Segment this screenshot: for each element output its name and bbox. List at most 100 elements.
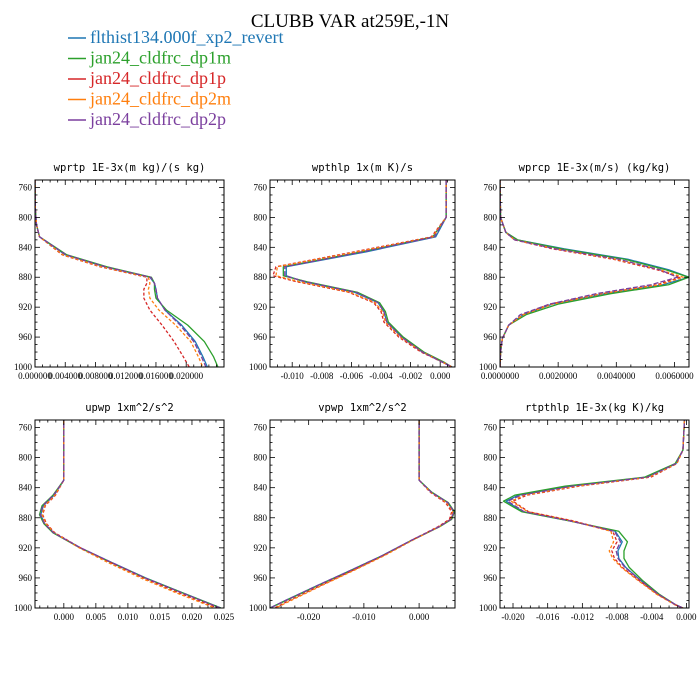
panel-title: upwp 1xm^2/s^2 (85, 402, 174, 414)
panel-title: rtpthlp 1E-3x(kg K)/kg (525, 402, 664, 414)
y-tick-label: 800 (254, 453, 268, 463)
y-tick-label: 800 (19, 453, 33, 463)
series-line (270, 420, 455, 608)
series-line (285, 180, 453, 367)
y-tick-label: 920 (254, 302, 268, 312)
axes-frame (269, 419, 456, 609)
x-tick-label: 0.012000 (109, 371, 143, 381)
x-tick-label: 0.000 (676, 612, 697, 622)
y-tick-label: 920 (484, 543, 498, 553)
y-tick-label: 920 (19, 543, 33, 553)
x-tick-label: -0.016 (536, 612, 560, 622)
y-tick-label: 760 (19, 182, 33, 192)
y-tick-label: 840 (19, 483, 33, 493)
x-tick-label: 0.004000 (48, 371, 82, 381)
x-tick-label: 0.000 (409, 612, 430, 622)
panel-6: rtpthlp 1E-3x(kg K)/kg 760 800 840 880 920 960… (479, 402, 697, 622)
x-tick-label: -0.010 (281, 371, 305, 381)
y-tick-label: 840 (484, 483, 498, 493)
y-tick-label: 960 (19, 332, 33, 342)
series-group (502, 420, 686, 608)
x-tick-label: 0.008000 (79, 371, 113, 381)
series-line (39, 420, 221, 608)
y-tick-label: 800 (19, 212, 33, 222)
y-tick-label: 920 (254, 543, 268, 553)
legend-label: jan24_cldfrc_dp1m (89, 48, 231, 68)
y-tick-label: 960 (254, 332, 268, 342)
panel-2: wpthlp 1x(m K)/s 760 800 840 880 920 960 1000 -0… (249, 162, 456, 381)
axes-frame (499, 179, 690, 368)
y-tick-label: 1000 (479, 603, 498, 613)
panel-1: wprtp 1E-3x(m kg)/(s kg) 760 800 840 880 920 9… (14, 162, 225, 381)
series-line (274, 420, 453, 608)
figure-title: CLUBB VAR at259E,-1N (251, 11, 450, 32)
x-tick-label: -0.008 (310, 371, 334, 381)
y-tick-label: 800 (254, 212, 268, 222)
panel-title: wprtp 1E-3x(m kg)/(s kg) (54, 162, 206, 174)
panel-3: wprcp 1E-3x(m/s) (kg/kg) 760 800 840 880 920 9… (479, 162, 694, 381)
series-line (35, 180, 208, 367)
series-line (502, 420, 686, 608)
panel-title: wpthlp 1x(m K)/s (312, 162, 413, 174)
series-group (272, 180, 453, 367)
y-tick-label: 1000 (14, 603, 33, 613)
legend-entry: jan24_cldfrc_dp2p (68, 109, 226, 129)
y-tick-label: 840 (254, 483, 268, 493)
x-tick-label: -0.012 (571, 612, 594, 622)
series-line (500, 180, 679, 367)
series-line (270, 420, 455, 608)
y-tick-label: 920 (19, 302, 33, 312)
axes-frame (34, 419, 225, 609)
legend-label: jan24_cldfrc_dp2p (89, 109, 226, 129)
y-tick-label: 760 (254, 423, 268, 433)
panel-title: wprcp 1E-3x(m/s) (kg/kg) (519, 162, 671, 174)
panel-5: vpwp 1xm^2/s^2 760 800 840 880 920 960 1000 -0.0… (249, 402, 456, 622)
y-tick-label: 1000 (249, 362, 268, 372)
series-line (507, 420, 686, 608)
x-tick-label: 0.000 (54, 612, 75, 622)
x-tick-label: 0.020000 (169, 371, 203, 381)
y-tick-label: 1000 (249, 603, 268, 613)
x-tick-label: 0.025 (214, 612, 235, 622)
series-line (500, 180, 689, 367)
axes-frame (499, 419, 690, 609)
y-tick-label: 920 (484, 302, 498, 312)
x-tick-label: -0.002 (399, 371, 422, 381)
y-tick-label: 760 (254, 182, 268, 192)
y-tick-label: 960 (19, 573, 33, 583)
x-tick-label: -0.020 (501, 612, 525, 622)
x-tick-label: 0.0020000 (539, 371, 578, 381)
series-line (41, 420, 216, 608)
legend-entry: jan24_cldfrc_dp1p (68, 68, 226, 88)
x-tick-label: -0.010 (352, 612, 376, 622)
series-line (275, 180, 453, 367)
y-tick-label: 840 (19, 242, 33, 252)
series-line (272, 180, 453, 367)
series-line (510, 420, 686, 608)
axes-frame (34, 179, 225, 368)
y-tick-label: 1000 (14, 362, 33, 372)
y-tick-label: 960 (484, 573, 498, 583)
x-tick-label: 0.0040000 (597, 371, 636, 381)
series-line (42, 420, 218, 608)
legend-entry: jan24_cldfrc_dp2m (68, 89, 231, 109)
series-line (40, 420, 222, 608)
x-tick-label: -0.004 (369, 371, 393, 381)
panel-title: vpwp 1xm^2/s^2 (318, 402, 407, 414)
series-line (512, 420, 686, 608)
series-line (35, 180, 219, 367)
series-line (270, 420, 455, 608)
x-tick-label: 0.000000 (18, 371, 52, 381)
y-tick-label: 800 (484, 453, 498, 463)
y-tick-label: 880 (19, 272, 33, 282)
series-line (284, 180, 453, 367)
y-tick-label: 880 (254, 513, 268, 523)
panels: wprtp 1E-3x(m kg)/(s kg) 760 800 840 880 920 9… (14, 162, 697, 622)
series-line (500, 180, 689, 367)
panel-4: upwp 1xm^2/s^2 760 800 840 880 920 960 1000 0.00… (14, 402, 235, 622)
series-line (35, 180, 190, 367)
axes-frame (269, 179, 456, 368)
series-line (275, 420, 454, 608)
y-tick-label: 1000 (479, 362, 498, 372)
